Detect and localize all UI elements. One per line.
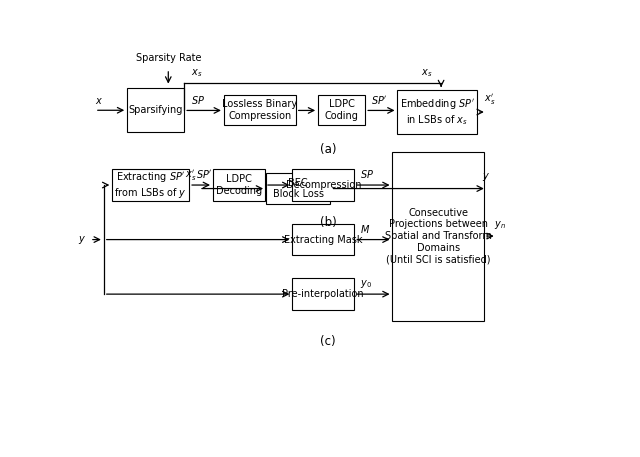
FancyBboxPatch shape: [127, 88, 184, 132]
Text: Sparsifying: Sparsifying: [129, 105, 183, 115]
Text: $SP'$: $SP'$: [196, 169, 212, 181]
FancyBboxPatch shape: [392, 152, 484, 320]
Text: Sparsity Rate: Sparsity Rate: [136, 53, 201, 63]
Text: Embedding $SP'$
in LSBs of $x_s$: Embedding $SP'$ in LSBs of $x_s$: [399, 97, 475, 127]
Text: $y$: $y$: [482, 171, 490, 183]
FancyBboxPatch shape: [318, 96, 365, 125]
Text: (a): (a): [320, 143, 336, 156]
FancyBboxPatch shape: [224, 96, 296, 125]
Text: $y$: $y$: [78, 234, 86, 245]
Text: $x$: $x$: [95, 96, 103, 106]
Text: Consecutive
Projections between
Spatial and Transform
Domains
(Until SCI is sati: Consecutive Projections between Spatial …: [385, 208, 492, 264]
FancyBboxPatch shape: [266, 173, 330, 204]
Text: (c): (c): [320, 335, 336, 348]
Text: $SP'$: $SP'$: [371, 94, 387, 106]
Text: Decompression: Decompression: [285, 180, 361, 190]
Text: $y_n$: $y_n$: [494, 219, 506, 231]
Text: $x_s'$: $x_s'$: [185, 169, 196, 183]
FancyBboxPatch shape: [213, 169, 265, 201]
FancyBboxPatch shape: [397, 90, 477, 134]
FancyBboxPatch shape: [292, 278, 355, 310]
FancyBboxPatch shape: [112, 169, 189, 201]
Text: LDPC
Decoding: LDPC Decoding: [216, 174, 262, 196]
Text: $SP$: $SP$: [360, 169, 374, 181]
FancyBboxPatch shape: [292, 169, 355, 201]
Text: $SP$: $SP$: [191, 94, 205, 106]
Text: LDPC
Coding: LDPC Coding: [324, 100, 358, 121]
Text: $y_0$: $y_0$: [360, 277, 372, 290]
Text: Lossless Binary
Compression: Lossless Binary Compression: [222, 100, 298, 121]
Text: (b): (b): [319, 216, 337, 229]
Text: $x_s'$: $x_s'$: [484, 92, 495, 107]
Text: $x_s$: $x_s$: [191, 67, 202, 79]
Text: BEC
Block Loss: BEC Block Loss: [273, 178, 324, 199]
Text: $M$: $M$: [360, 223, 371, 235]
Text: Extracting $SP'$
from LSBs of $y$: Extracting $SP'$ from LSBs of $y$: [115, 170, 187, 200]
Text: $x_s$: $x_s$: [420, 67, 432, 79]
FancyBboxPatch shape: [292, 224, 355, 255]
Text: Extracting Mask: Extracting Mask: [284, 234, 362, 244]
Text: Pre-interpolation: Pre-interpolation: [282, 289, 364, 299]
